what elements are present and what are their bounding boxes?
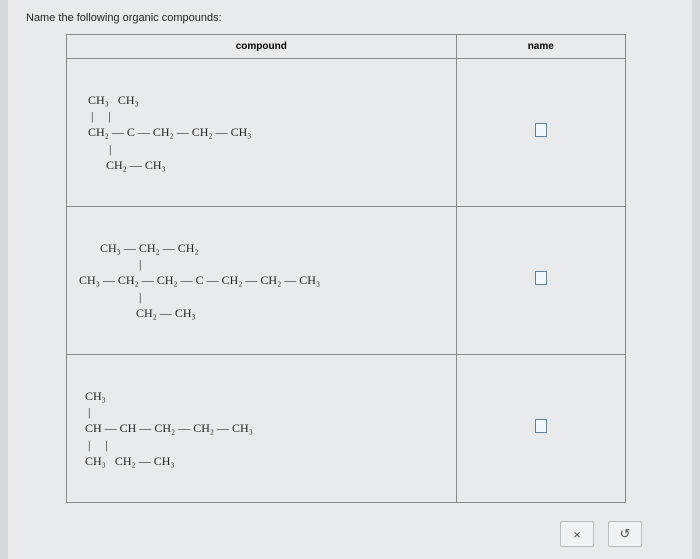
header-compound: compound xyxy=(67,35,457,59)
compound-cell-2: CH₃ — CH₂ — CH₂ | CH₃ — CH₂ — CH₂ — C — … xyxy=(67,207,457,355)
close-icon: × xyxy=(573,527,581,542)
name-cell-2 xyxy=(456,207,625,355)
reset-icon: ↺ xyxy=(620,526,631,542)
compound-cell-1: CH₃ CH₃ | | CH₂ — C — CH₂ — CH₂ — CH₃ | … xyxy=(67,59,457,207)
table-row: CH₃ — CH₂ — CH₂ | CH₃ — CH₂ — CH₂ — C — … xyxy=(67,207,626,355)
prompt-text: Name the following organic compounds: xyxy=(26,12,674,24)
name-cell-1 xyxy=(456,59,625,207)
worksheet-page: Name the following organic compounds: co… xyxy=(8,0,692,559)
header-name: name xyxy=(456,35,625,59)
compound-cell-3: CH₃ | CH — CH — CH₂ — CH₂ — CH₃ | | CH₃ … xyxy=(67,355,457,503)
structure-3: CH₃ | CH — CH — CH₂ — CH₂ — CH₃ | | CH₃ … xyxy=(79,388,444,469)
structure-1: CH₃ CH₃ | | CH₂ — C — CH₂ — CH₂ — CH₃ | … xyxy=(79,92,444,173)
compounds-table: compound name CH₃ CH₃ | | CH₂ — C — CH₂ … xyxy=(66,34,626,503)
answer-input-1[interactable] xyxy=(535,123,547,137)
toolbar: × ↺ xyxy=(560,521,642,547)
reset-button[interactable]: ↺ xyxy=(608,521,642,547)
table-body: CH₃ CH₃ | | CH₂ — C — CH₂ — CH₂ — CH₃ | … xyxy=(67,59,626,503)
structure-2: CH₃ — CH₂ — CH₂ | CH₃ — CH₂ — CH₂ — C — … xyxy=(79,240,444,321)
close-button[interactable]: × xyxy=(560,521,594,547)
table-row: CH₃ | CH — CH — CH₂ — CH₂ — CH₃ | | CH₃ … xyxy=(67,355,626,503)
table-row: CH₃ CH₃ | | CH₂ — C — CH₂ — CH₂ — CH₃ | … xyxy=(67,59,626,207)
answer-input-2[interactable] xyxy=(535,271,547,285)
answer-input-3[interactable] xyxy=(535,419,547,433)
name-cell-3 xyxy=(456,355,625,503)
